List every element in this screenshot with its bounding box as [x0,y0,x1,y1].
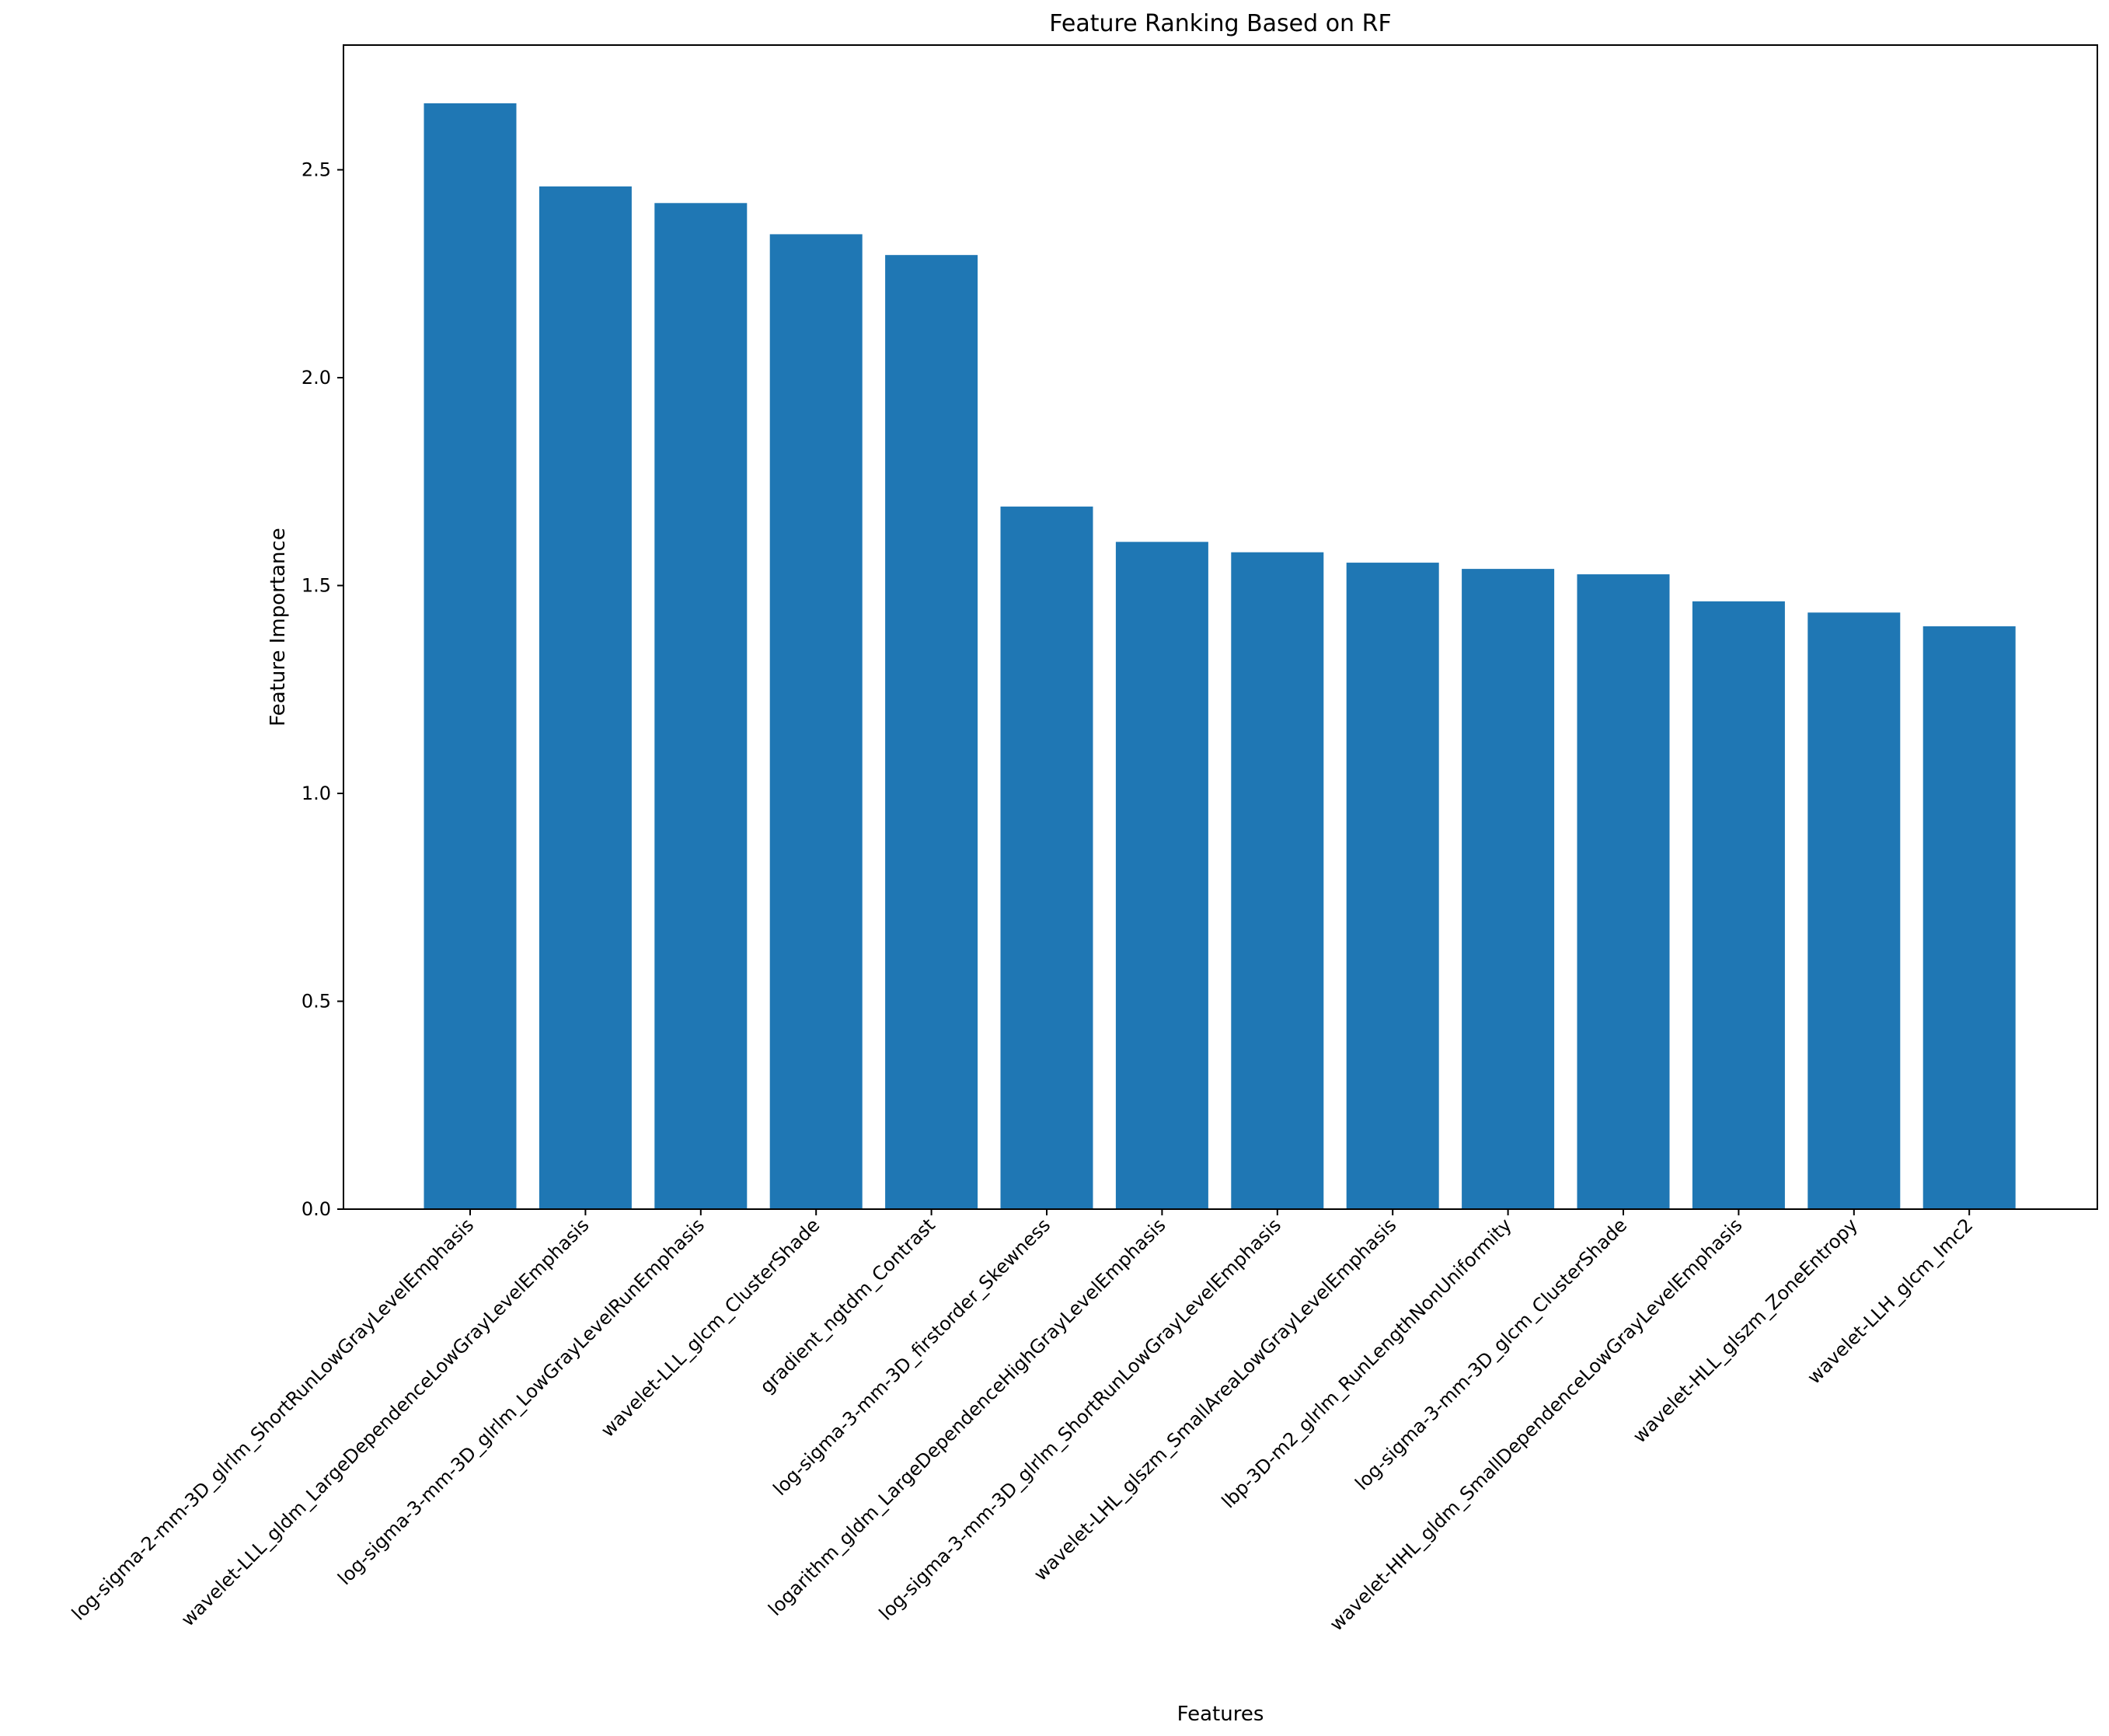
bar-14 [1923,626,2016,1209]
bar-5 [885,255,978,1209]
bar-10 [1462,569,1555,1209]
y-tick-label: 2.0 [302,367,331,389]
bar-6 [1000,506,1093,1209]
plot-frame [343,44,2098,1210]
bar-12 [1692,601,1785,1209]
bar-11 [1577,574,1670,1209]
bar-1 [424,103,517,1209]
bars-group [424,103,2016,1209]
chart-title: Feature Ranking Based on RF [1049,10,1391,37]
bar-13 [1807,612,1901,1209]
x-axis-label: Features [1177,1703,1264,1726]
y-tick-label: 0.0 [302,1198,331,1220]
bar-7 [1115,542,1208,1209]
bar-9 [1346,563,1439,1209]
y-tick-label: 0.5 [302,991,331,1013]
bar-8 [1231,552,1324,1209]
y-tick-label: 2.5 [302,159,331,181]
y-tick-label: 1.0 [302,783,331,804]
bar-4 [769,234,863,1209]
y-tick-label: 1.5 [302,575,331,597]
y-axis-label: Feature Importance [267,528,290,727]
y-axis-ticks: 0.0 0.5 1.0 1.5 2.0 2.5 [302,159,343,1220]
bar-3 [654,203,748,1209]
bar-2 [539,186,632,1209]
